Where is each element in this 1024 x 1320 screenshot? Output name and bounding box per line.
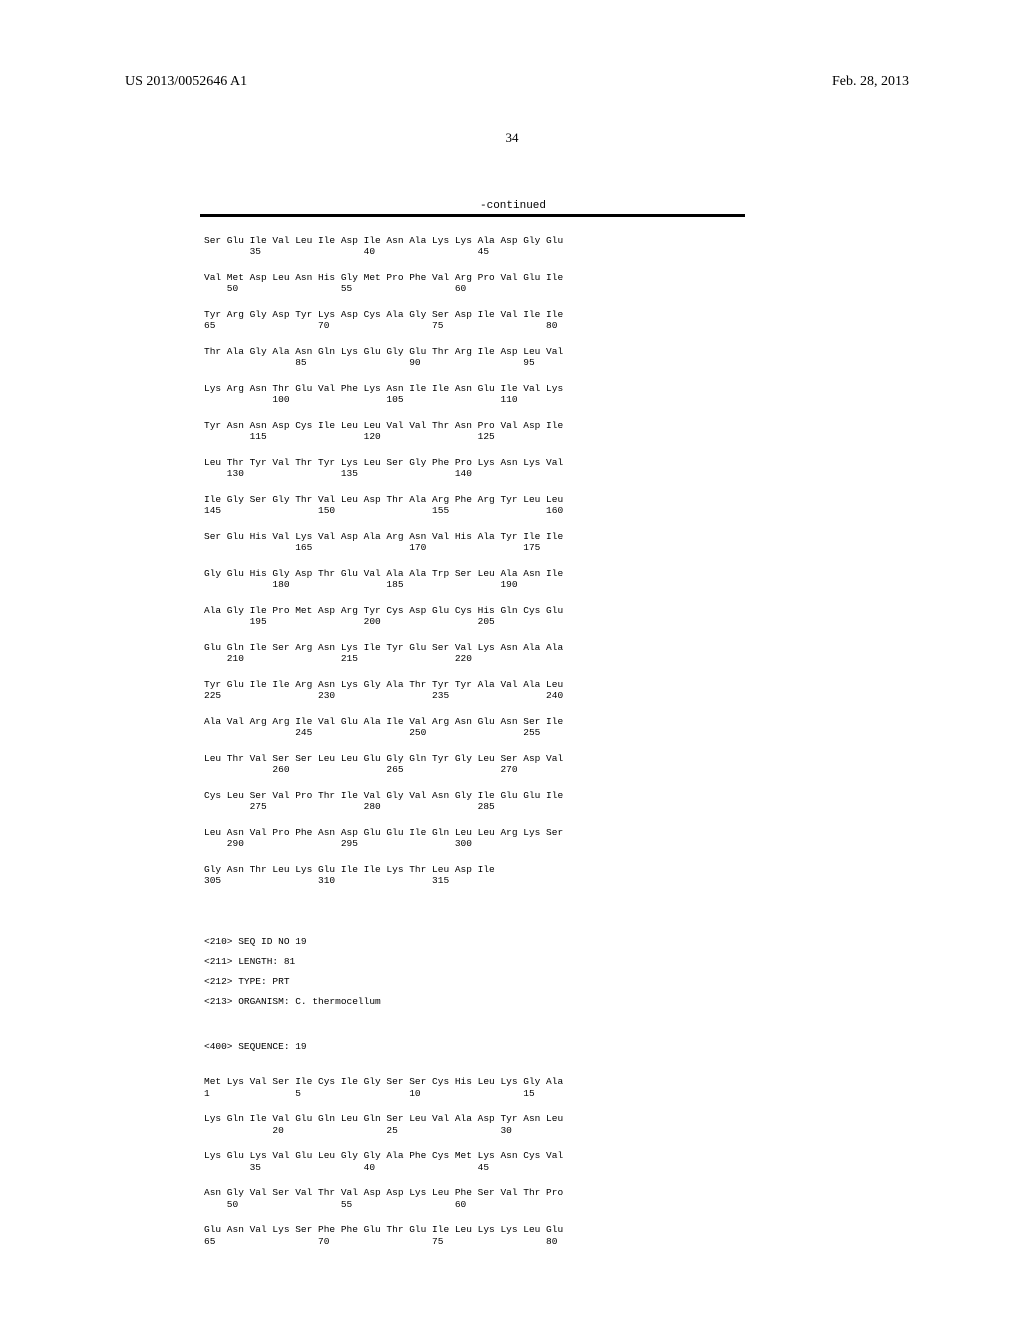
publication-date: Feb. 28, 2013 <box>832 74 909 90</box>
pos-row: 130 135 140 <box>204 469 563 479</box>
seq19-metadata: <210> SEQ ID NO 19 <211> LENGTH: 81 <212… <box>204 927 563 1017</box>
pos-row: 195 200 205 <box>204 617 563 627</box>
aa-row: Lys Arg Asn Thr Glu Val Phe Lys Asn Ile … <box>204 384 563 394</box>
pos-row: 35 40 45 <box>204 1163 563 1173</box>
aa-row: Val Met Asp Leu Asn His Gly Met Pro Phe … <box>204 273 563 283</box>
aa-row: Glu Asn Val Lys Ser Phe Phe Glu Thr Glu … <box>204 1225 563 1235</box>
pos-row: 35 40 45 <box>204 247 563 257</box>
aa-row: Thr Ala Gly Ala Asn Gln Lys Glu Gly Glu … <box>204 347 563 357</box>
publication-number: US 2013/0052646 A1 <box>125 74 247 90</box>
seq18-block: Ser Glu Ile Val Leu Ile Asp Ile Asn Ala … <box>204 236 563 886</box>
aa-row: Leu Asn Val Pro Phe Asn Asp Glu Glu Ile … <box>204 828 563 838</box>
pos-row: 50 55 60 <box>204 1200 563 1210</box>
aa-row: Lys Gln Ile Val Glu Gln Leu Gln Ser Leu … <box>204 1114 563 1124</box>
section-divider <box>200 214 745 217</box>
seq-organism: <213> ORGANISM: C. thermocellum <box>204 997 563 1007</box>
aa-row: Gly Asn Thr Leu Lys Glu Ile Ile Lys Thr … <box>204 865 563 875</box>
aa-row: Leu Thr Val Ser Ser Leu Leu Glu Gly Gln … <box>204 754 563 764</box>
aa-row: Lys Glu Lys Val Glu Leu Gly Gly Ala Phe … <box>204 1151 563 1161</box>
seq-header: <400> SEQUENCE: 19 <box>204 1042 563 1052</box>
pos-row: 115 120 125 <box>204 432 563 442</box>
aa-row: Ile Gly Ser Gly Thr Val Leu Asp Thr Ala … <box>204 495 563 505</box>
pos-row: 65 70 75 80 <box>204 321 563 331</box>
aa-row: Ala Gly Ile Pro Met Asp Arg Tyr Cys Asp … <box>204 606 563 616</box>
pos-row: 65 70 75 80 <box>204 1237 563 1247</box>
pos-row: 290 295 300 <box>204 839 563 849</box>
pos-row: 225 230 235 240 <box>204 691 563 701</box>
pos-row: 20 25 30 <box>204 1126 563 1136</box>
pos-row: 305 310 315 <box>204 876 563 886</box>
pos-row: 260 265 270 <box>204 765 563 775</box>
aa-row: Glu Gln Ile Ser Arg Asn Lys Ile Tyr Glu … <box>204 643 563 653</box>
aa-row: Ser Glu Ile Val Leu Ile Asp Ile Asn Ala … <box>204 236 563 246</box>
pos-row: 145 150 155 160 <box>204 506 563 516</box>
pos-row: 180 185 190 <box>204 580 563 590</box>
aa-row: Gly Glu His Gly Asp Thr Glu Val Ala Ala … <box>204 569 563 579</box>
aa-row: Ser Glu His Val Lys Val Asp Ala Arg Asn … <box>204 532 563 542</box>
aa-row: Tyr Glu Ile Ile Arg Asn Lys Gly Ala Thr … <box>204 680 563 690</box>
seq-type: <212> TYPE: PRT <box>204 977 563 987</box>
aa-row: Tyr Arg Gly Asp Tyr Lys Asp Cys Ala Gly … <box>204 310 563 320</box>
seq19-block: Met Lys Val Ser Ile Cys Ile Gly Ser Ser … <box>204 1077 563 1246</box>
aa-row: Tyr Asn Asn Asp Cys Ile Leu Leu Val Val … <box>204 421 563 431</box>
pos-row: 100 105 110 <box>204 395 563 405</box>
pos-row: 85 90 95 <box>204 358 563 368</box>
seq-length: <211> LENGTH: 81 <box>204 957 563 967</box>
aa-row: Met Lys Val Ser Ile Cys Ile Gly Ser Ser … <box>204 1077 563 1087</box>
page-header: US 2013/0052646 A1 Feb. 28, 2013 <box>0 74 1024 90</box>
page-number: 34 <box>0 130 1024 146</box>
seq-id: <210> SEQ ID NO 19 <box>204 937 563 947</box>
sequence-listing: Ser Glu Ile Val Leu Ile Asp Ile Asn Ala … <box>204 226 563 1272</box>
aa-row: Cys Leu Ser Val Pro Thr Ile Val Gly Val … <box>204 791 563 801</box>
pos-row: 50 55 60 <box>204 284 563 294</box>
pos-row: 275 280 285 <box>204 802 563 812</box>
pos-row: 210 215 220 <box>204 654 563 664</box>
pos-row: 245 250 255 <box>204 728 563 738</box>
aa-row: Leu Thr Tyr Val Thr Tyr Lys Leu Ser Gly … <box>204 458 563 468</box>
continued-label: -continued <box>480 200 546 212</box>
aa-row: Asn Gly Val Ser Val Thr Val Asp Asp Lys … <box>204 1188 563 1198</box>
pos-row: 1 5 10 15 <box>204 1089 563 1099</box>
pos-row: 165 170 175 <box>204 543 563 553</box>
aa-row: Ala Val Arg Arg Ile Val Glu Ala Ile Val … <box>204 717 563 727</box>
